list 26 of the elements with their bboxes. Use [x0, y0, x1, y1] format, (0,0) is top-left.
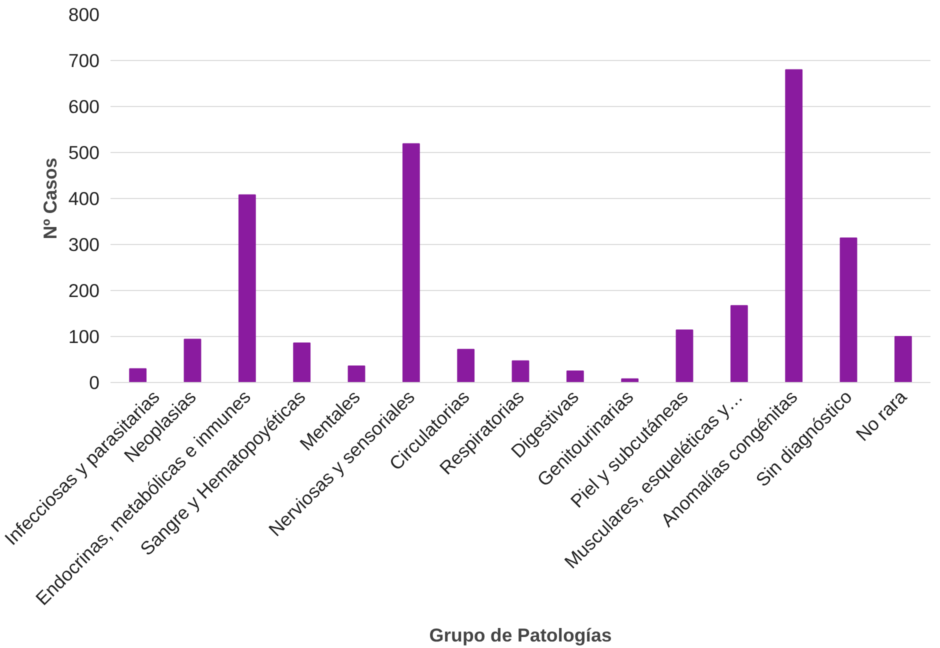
y-tick-label: 200: [68, 280, 100, 301]
x-axis-title: Grupo de Patologías: [429, 624, 612, 646]
bar: [730, 305, 748, 382]
bar: [894, 336, 912, 382]
y-axis-title: Nº Casos: [39, 158, 60, 240]
bar: [676, 330, 694, 382]
bar: [293, 342, 311, 382]
y-tick-label: 800: [68, 4, 100, 25]
y-tick-label: 0: [89, 372, 100, 393]
x-tick-label: No rara: [852, 386, 912, 445]
y-tick-label: 400: [68, 188, 100, 209]
bar: [785, 69, 803, 382]
bar: [348, 365, 366, 382]
y-tick-label: 700: [68, 50, 100, 71]
bar: [566, 370, 584, 382]
y-tick-label: 600: [68, 96, 100, 117]
y-tick-label: 500: [68, 142, 100, 163]
bar: [129, 368, 147, 382]
y-tick-label: 300: [68, 234, 100, 255]
y-tick-label: 100: [68, 326, 100, 347]
bar: [512, 360, 530, 382]
bar: [457, 348, 475, 382]
bar: [238, 194, 256, 382]
bar: [840, 238, 858, 382]
bar: [184, 338, 202, 382]
bar: [402, 143, 420, 382]
